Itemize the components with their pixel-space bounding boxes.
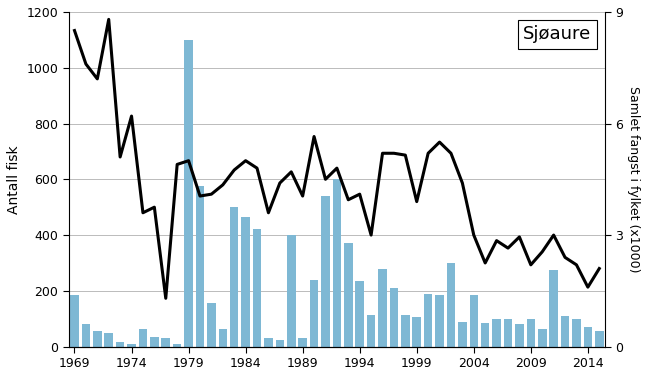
Bar — [344, 244, 353, 346]
Bar — [412, 317, 421, 346]
Bar — [515, 324, 523, 346]
Bar — [82, 324, 90, 346]
Bar — [219, 328, 227, 346]
Bar — [492, 319, 501, 346]
Bar — [241, 217, 250, 346]
Bar — [481, 323, 490, 346]
Bar — [162, 338, 170, 346]
Bar — [401, 314, 410, 346]
Bar — [173, 344, 181, 346]
Bar — [230, 207, 239, 346]
Bar — [333, 179, 341, 346]
Bar — [595, 331, 604, 346]
Text: Sjøaure: Sjøaure — [523, 25, 591, 43]
Bar — [561, 316, 569, 346]
Bar — [355, 281, 364, 346]
Bar — [310, 280, 318, 346]
Bar — [538, 328, 547, 346]
Bar — [504, 319, 512, 346]
Bar — [150, 337, 159, 346]
Bar — [127, 344, 136, 346]
Bar — [184, 40, 193, 346]
Bar — [253, 230, 261, 346]
Bar — [458, 322, 466, 346]
Bar — [287, 235, 296, 346]
Y-axis label: Samlet fangst i fylket (x1000): Samlet fangst i fylket (x1000) — [627, 86, 640, 273]
Bar — [424, 294, 432, 346]
Bar — [93, 331, 102, 346]
Bar — [264, 338, 273, 346]
Bar — [207, 303, 215, 346]
Y-axis label: Antall fisk: Antall fisk — [7, 145, 21, 214]
Bar — [549, 270, 558, 346]
Bar — [104, 333, 113, 346]
Bar — [435, 295, 444, 346]
Bar — [138, 328, 148, 346]
Bar — [584, 327, 592, 346]
Bar — [367, 314, 375, 346]
Bar — [71, 295, 79, 346]
Bar — [527, 319, 535, 346]
Bar — [116, 342, 124, 346]
Bar — [298, 338, 307, 346]
Bar — [572, 319, 581, 346]
Bar — [276, 340, 284, 346]
Bar — [195, 186, 204, 346]
Bar — [446, 263, 455, 346]
Bar — [321, 196, 330, 346]
Bar — [389, 288, 398, 346]
Bar — [378, 268, 387, 346]
Bar — [470, 295, 478, 346]
